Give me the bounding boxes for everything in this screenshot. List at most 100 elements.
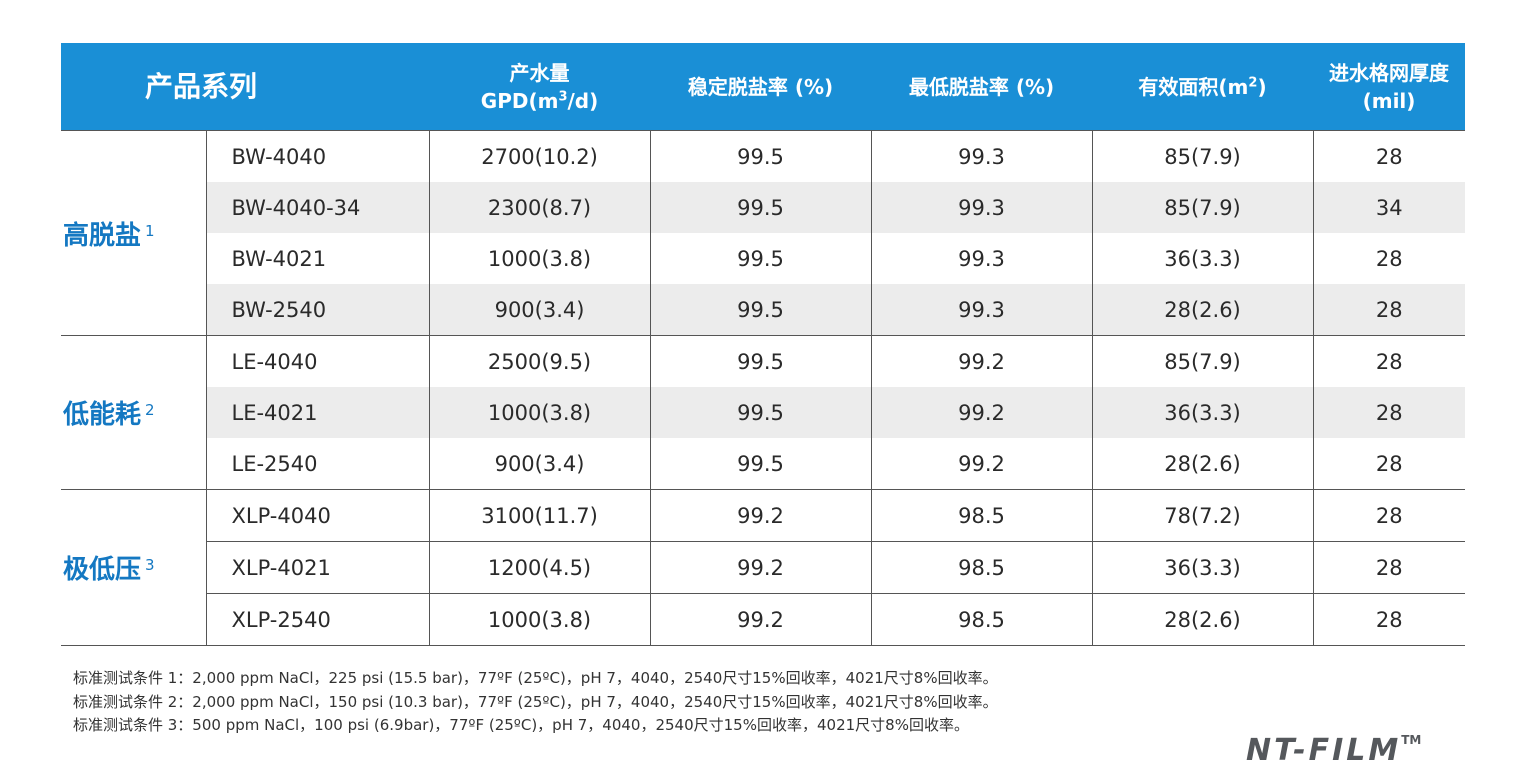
cell-stable-rejection: 99.5	[649, 130, 872, 182]
cell-area: 36(3.3)	[1091, 387, 1314, 438]
header-row: 产品系列 产水量 GPD(m3/d) 稳定脱盐率 (%) 最低脱盐率 (%) 有…	[61, 43, 1466, 131]
table-row: BW-2540 900(3.4) 99.5 99.3 28(2.6) 28	[61, 284, 1466, 336]
cell-spacer: 28	[1312, 387, 1466, 438]
cell-area: 28(2.6)	[1091, 438, 1314, 490]
cell-model: BW-4040-34	[205, 182, 430, 233]
cell-spacer: 28	[1312, 284, 1466, 336]
cell-flow: 3100(11.7)	[428, 489, 651, 542]
spec-table: 产品系列 产水量 GPD(m3/d) 稳定脱盐率 (%) 最低脱盐率 (%) 有…	[61, 43, 1466, 646]
cell-flow: 900(3.4)	[428, 284, 651, 336]
cell-area: 36(3.3)	[1091, 541, 1314, 594]
cell-stable-rejection: 99.5	[649, 233, 872, 284]
table-row: LE-2540 900(3.4) 99.5 99.2 28(2.6) 28	[61, 438, 1466, 490]
footnote-2: 标准测试条件 2：2,000 ppm NaCl，150 psi (10.3 ba…	[73, 692, 998, 711]
cell-spacer: 28	[1312, 233, 1466, 284]
cell-area: 85(7.9)	[1091, 182, 1314, 233]
table-row: XLP-4021 1200(4.5) 99.2 98.5 36(3.3) 28	[61, 541, 1466, 594]
cell-flow: 900(3.4)	[428, 438, 651, 490]
cell-area: 36(3.3)	[1091, 233, 1314, 284]
cell-flow: 1000(3.8)	[428, 387, 651, 438]
cell-flow: 2300(8.7)	[428, 182, 651, 233]
cell-model: BW-4040	[205, 130, 430, 182]
cell-model: LE-2540	[205, 438, 430, 490]
brand-name: NT-FILM	[1246, 733, 1402, 768]
header-area-post: )	[1257, 74, 1267, 99]
cell-min-rejection: 99.3	[870, 284, 1093, 336]
header-spacer: 进水格网厚度 (mil)	[1313, 43, 1466, 131]
header-min-rejection: 最低脱盐率 (%)	[871, 43, 1093, 131]
cell-stable-rejection: 99.5	[649, 387, 872, 438]
table-row: 低能耗 2 LE-4040 2500(9.5) 99.5 99.2 85(7.9)…	[61, 335, 1466, 490]
footnote-1: 标准测试条件 1：2,000 ppm NaCl，225 psi (15.5 ba…	[73, 669, 998, 687]
group-name: 高脱盐	[63, 220, 142, 251]
cell-stable-rejection: 99.5	[649, 284, 872, 336]
header-series: 产品系列	[61, 43, 430, 131]
cell-spacer: 34	[1312, 182, 1466, 233]
cell-spacer: 28	[1312, 438, 1466, 490]
header-area: 有效面积(m2)	[1092, 43, 1314, 131]
cell-min-rejection: 99.3	[870, 182, 1093, 233]
cell-model: LE-4040	[205, 335, 430, 387]
cell-stable-rejection: 99.5	[649, 182, 872, 233]
cell-spacer: 28	[1312, 593, 1466, 646]
table-row: XLP-2540 1000(3.8) 99.2 98.5 28(2.6) 28	[61, 593, 1466, 646]
cell-model: BW-4021	[205, 233, 430, 284]
brand-logo: NT-FILMTM	[1246, 733, 1468, 773]
footnote-3: 标准测试条件 3：500 ppm NaCl，100 psi (6.9bar)，7…	[73, 716, 969, 734]
cell-area: 28(2.6)	[1091, 284, 1314, 336]
cell-flow: 2700(10.2)	[428, 130, 651, 182]
cell-stable-rejection: 99.2	[649, 593, 872, 646]
cell-spacer: 28	[1312, 335, 1466, 387]
header-flow-unit-post: /d)	[567, 88, 599, 113]
cell-flow: 2500(9.5)	[428, 335, 651, 387]
cell-model: XLP-2540	[205, 593, 430, 646]
cell-model: XLP-4040	[205, 489, 430, 542]
cell-spacer: 28	[1312, 130, 1466, 182]
cell-stable-rejection: 99.2	[649, 541, 872, 594]
table-row: 高脱盐 1 BW-4040 2700(10.2) 99.5 99.3 85(7.9…	[61, 130, 1466, 336]
table-header: 产品系列 产水量 GPD(m3/d) 稳定脱盐率 (%) 最低脱盐率 (%) 有…	[61, 43, 1466, 131]
group-note: 3	[145, 556, 155, 574]
cell-flow: 1000(3.8)	[428, 233, 651, 284]
cell-min-rejection: 99.2	[870, 387, 1093, 438]
cell-area: 85(7.9)	[1091, 130, 1314, 182]
cell-flow: 1200(4.5)	[428, 541, 651, 594]
table-row: 极低压 3 XLP-4040 3100(11.7) 99.2 98.5 78(7.…	[61, 489, 1466, 646]
group-note: 1	[145, 221, 155, 240]
header-flow: 产水量 GPD(m3/d)	[429, 43, 651, 131]
cell-min-rejection: 98.5	[870, 593, 1093, 646]
cell-flow: 1000(3.8)	[428, 593, 651, 646]
header-flow-line1: 产水量	[509, 60, 570, 85]
cell-model: LE-4021	[205, 387, 430, 438]
table-row: BW-4021 1000(3.8) 99.5 99.3 36(3.3) 28	[61, 233, 1466, 284]
cell-model: BW-2540	[205, 284, 430, 336]
cell-min-rejection: 99.3	[870, 233, 1093, 284]
cell-spacer: 28	[1312, 489, 1466, 542]
footnotes: 标准测试条件 1：2,000 ppm NaCl，225 psi (15.5 ba…	[73, 667, 998, 738]
cell-spacer: 28	[1312, 541, 1466, 594]
cell-stable-rejection: 99.5	[649, 438, 872, 490]
brand-trademark: TM	[1401, 733, 1422, 747]
cell-min-rejection: 98.5	[870, 489, 1093, 542]
cell-min-rejection: 99.2	[870, 438, 1093, 490]
cell-area: 28(2.6)	[1091, 593, 1314, 646]
group-name: 极低压	[63, 555, 142, 585]
group-name: 低能耗	[63, 400, 142, 430]
group-note: 2	[145, 401, 155, 419]
header-spacer-line2: (mil)	[1362, 88, 1416, 113]
header-flow-unit-sup: 3	[558, 88, 568, 104]
header-stable-rejection: 稳定脱盐率 (%)	[650, 43, 872, 131]
cell-area: 85(7.9)	[1091, 335, 1314, 387]
table-row: LE-4021 1000(3.8) 99.5 99.2 36(3.3) 28	[61, 387, 1466, 438]
header-flow-unit-pre: GPD(m	[480, 88, 559, 113]
cell-min-rejection: 99.3	[870, 130, 1093, 182]
cell-stable-rejection: 99.2	[649, 489, 872, 542]
header-spacer-line1: 进水格网厚度	[1329, 60, 1450, 85]
table-row: BW-4040-34 2300(8.7) 99.5 99.3 85(7.9) 3…	[61, 182, 1466, 233]
cell-model: XLP-4021	[205, 541, 430, 594]
group-label: 高脱盐 1	[61, 130, 206, 336]
header-area-sup: 2	[1248, 74, 1258, 90]
header-area-pre: 有效面积(m	[1138, 74, 1249, 99]
group-label: 极低压 3	[61, 489, 206, 646]
cell-stable-rejection: 99.5	[649, 335, 872, 387]
